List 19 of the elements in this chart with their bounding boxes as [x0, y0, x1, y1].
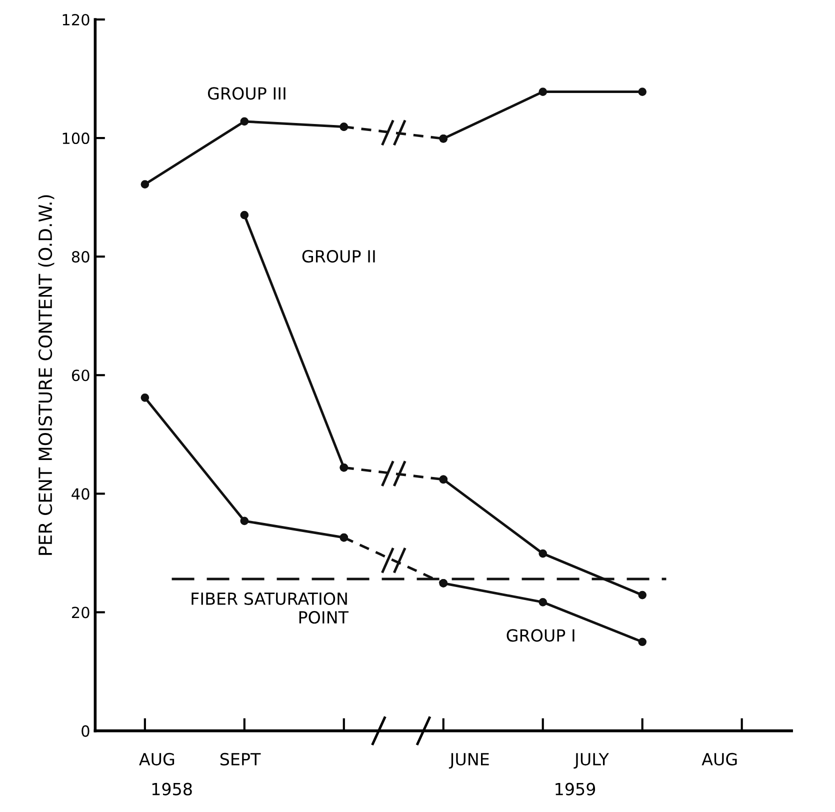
text: 1958: [152, 782, 192, 796]
text: AUG: [139, 752, 174, 766]
annotation: GROUP I: [506, 629, 574, 642]
y-tick-label: 100: [62, 132, 90, 144]
text: 1959: [556, 782, 596, 796]
y-tick-label: 20: [72, 606, 90, 618]
annotation: GROUP III: [208, 87, 286, 100]
y-tick-label: 40: [72, 488, 90, 500]
y-tick-label: 80: [72, 251, 90, 263]
text: SEPT: [220, 752, 261, 766]
y-axis-title: PER CENT MOISTURE CONTENT (O.D.W.): [38, 195, 54, 555]
ref-line-label: FIBER SATURATION POINT: [192, 592, 349, 624]
y-tick-label: 60: [72, 370, 90, 382]
text: JUNE: [448, 753, 489, 769]
text: JULY: [574, 753, 609, 769]
y-tick-label: 120: [62, 14, 90, 26]
annotation: GROUP II: [302, 250, 375, 263]
text: AUG: [702, 752, 737, 766]
y-tick-label: 0: [82, 725, 90, 737]
